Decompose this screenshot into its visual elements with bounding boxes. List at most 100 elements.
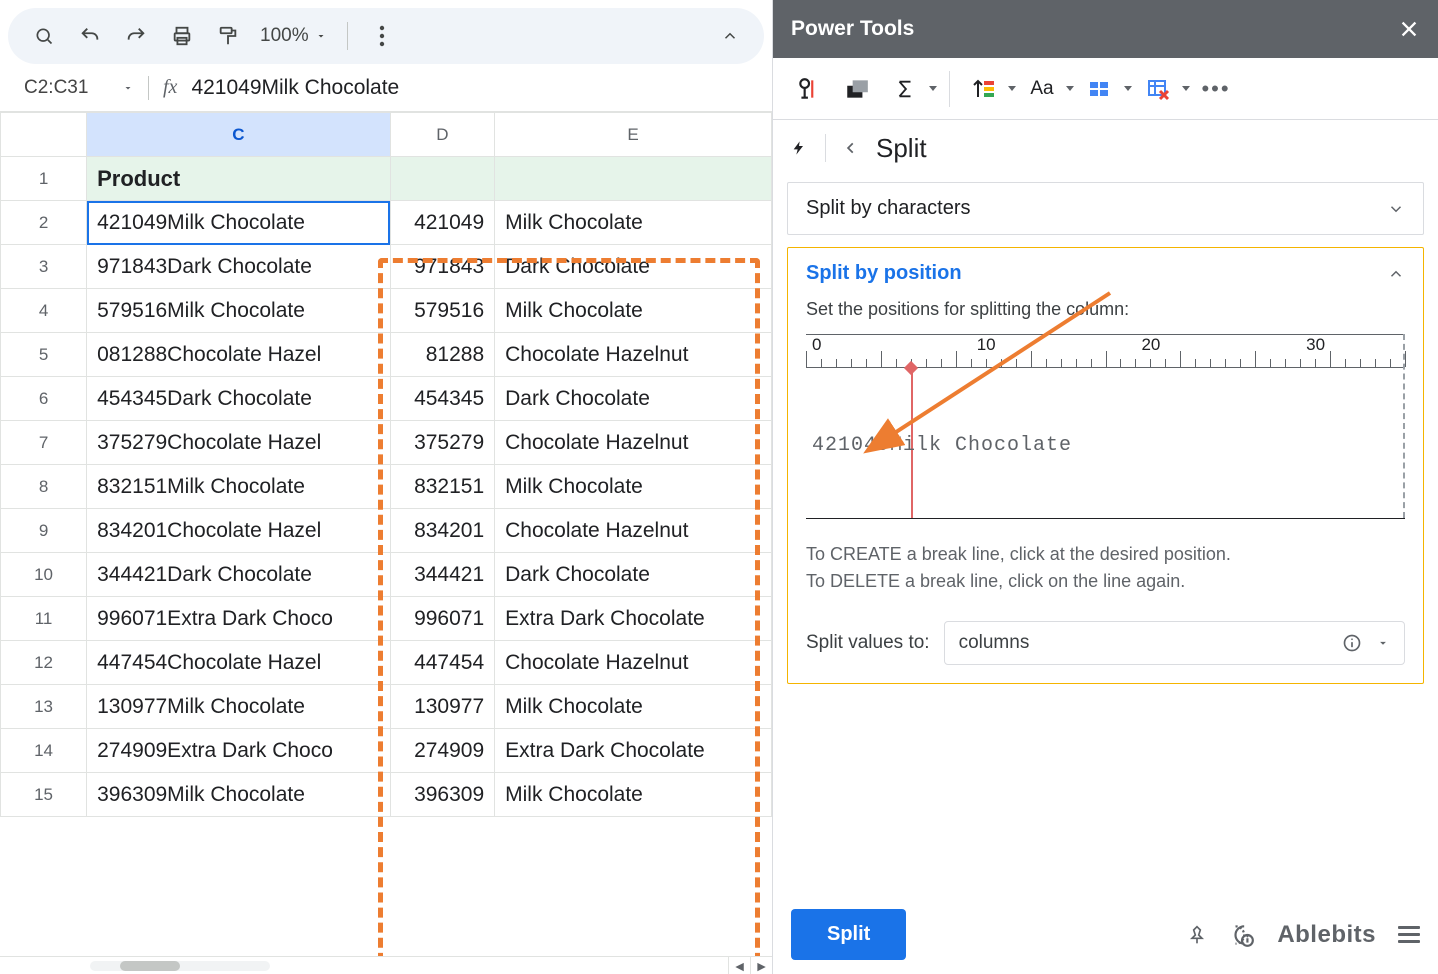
cell[interactable]: 971843 [390,245,495,289]
redo-icon[interactable] [116,16,156,56]
cell[interactable]: Milk Chocolate [495,289,772,333]
cell[interactable]: Product [87,157,390,201]
close-icon[interactable] [1398,18,1420,40]
cell[interactable]: Dark Chocolate [495,377,772,421]
cell[interactable]: Milk Chocolate [495,465,772,509]
back-icon[interactable] [844,137,858,159]
cell[interactable]: 274909Extra Dark Choco [87,729,390,773]
spreadsheet-grid[interactable]: C D E 1Product2421049Milk Chocolate42104… [0,112,772,974]
undo-icon[interactable] [70,16,110,56]
row-header[interactable]: 14 [1,729,87,773]
dropdown-caret-icon[interactable] [1066,86,1074,91]
search-icon[interactable] [24,16,64,56]
row-header[interactable]: 11 [1,597,87,641]
cell[interactable]: 996071Extra Dark Choco [87,597,390,641]
cell[interactable]: 421049Milk Chocolate [87,201,390,245]
info-help-icon[interactable] [1229,922,1255,948]
cell[interactable]: 454345 [390,377,495,421]
col-header-d[interactable]: D [390,113,495,157]
dropdown-caret-icon[interactable] [929,86,937,91]
more-tools-icon[interactable]: ••• [1194,67,1238,111]
more-icon[interactable] [362,16,402,56]
section-header[interactable]: Split by position [788,248,1423,299]
clear-cells-icon[interactable] [1136,67,1180,111]
row-header[interactable]: 3 [1,245,87,289]
cell[interactable]: Chocolate Hazelnut [495,421,772,465]
sigma-icon[interactable] [883,67,927,111]
row-header[interactable]: 13 [1,685,87,729]
cell[interactable]: 344421 [390,553,495,597]
name-box[interactable]: C2:C31 [12,72,142,104]
row-header[interactable]: 12 [1,641,87,685]
cell[interactable] [495,157,772,201]
text-case-icon[interactable]: Aa [1020,67,1064,111]
cell[interactable]: Milk Chocolate [495,201,772,245]
zoom-dropdown[interactable]: 100% [254,25,333,47]
cell[interactable]: Chocolate Hazelnut [495,641,772,685]
cell[interactable]: 834201Chocolate Hazel [87,509,390,553]
row-header[interactable]: 5 [1,333,87,377]
row-header[interactable]: 4 [1,289,87,333]
col-header-c[interactable]: C [87,113,390,157]
split-button[interactable]: Split [791,909,906,960]
bolt-icon[interactable] [791,136,807,160]
cell[interactable]: 996071 [390,597,495,641]
cell[interactable]: Chocolate Hazelnut [495,333,772,377]
split-cells-icon[interactable] [1078,67,1122,111]
cell[interactable]: 971843Dark Chocolate [87,245,390,289]
cell[interactable]: 130977Milk Chocolate [87,685,390,729]
row-header[interactable]: 10 [1,553,87,597]
cell[interactable]: 421049 [390,201,495,245]
scroll-right-icon[interactable]: ► [750,957,772,974]
cell[interactable]: Extra Dark Chocolate [495,597,772,641]
scroll-left-icon[interactable]: ◄ [728,957,750,974]
row-header[interactable]: 15 [1,773,87,817]
select-all-corner[interactable] [1,113,87,157]
cell[interactable] [390,157,495,201]
row-header[interactable]: 9 [1,509,87,553]
menu-icon[interactable] [1398,926,1420,943]
collapse-toolbar-icon[interactable] [712,18,748,54]
split-values-select[interactable]: columns [944,621,1405,665]
row-header[interactable]: 7 [1,421,87,465]
cell[interactable]: Dark Chocolate [495,553,772,597]
row-header[interactable]: 8 [1,465,87,509]
cell[interactable]: 396309 [390,773,495,817]
formula-value[interactable]: 421049Milk Chocolate [191,76,399,100]
dropdown-caret-icon[interactable] [1124,86,1132,91]
cell[interactable]: Chocolate Hazelnut [495,509,772,553]
cell[interactable]: 447454 [390,641,495,685]
row-header[interactable]: 6 [1,377,87,421]
cell[interactable]: 396309Milk Chocolate [87,773,390,817]
cell[interactable]: 579516Milk Chocolate [87,289,390,333]
row-header[interactable]: 2 [1,201,87,245]
cell[interactable]: 834201 [390,509,495,553]
print-icon[interactable] [162,16,202,56]
sort-color-icon[interactable] [962,67,1006,111]
cell[interactable]: 375279Chocolate Hazel [87,421,390,465]
cell[interactable]: 81288 [390,333,495,377]
cell[interactable]: 081288Chocolate Hazel [87,333,390,377]
cell[interactable]: 130977 [390,685,495,729]
cell[interactable]: Extra Dark Chocolate [495,729,772,773]
cell[interactable]: 274909 [390,729,495,773]
cell[interactable]: 375279 [390,421,495,465]
section-split-by-characters[interactable]: Split by characters [787,182,1424,235]
pin-icon[interactable] [1187,923,1207,947]
col-header-e[interactable]: E [495,113,772,157]
cell[interactable]: Milk Chocolate [495,685,772,729]
cell[interactable]: 447454Chocolate Hazel [87,641,390,685]
cell[interactable]: 832151Milk Chocolate [87,465,390,509]
position-ruler[interactable]: 0102030 421049Milk Chocolate [806,334,1405,519]
horizontal-scrollbar[interactable]: ◄ ► [0,956,772,974]
info-icon[interactable] [1342,633,1362,653]
dropdown-caret-icon[interactable] [1182,86,1190,91]
cell[interactable]: Dark Chocolate [495,245,772,289]
merge-sheets-icon[interactable] [835,67,879,111]
paint-format-icon[interactable] [208,16,248,56]
cell[interactable]: 832151 [390,465,495,509]
row-header[interactable]: 1 [1,157,87,201]
dedupe-icon[interactable] [787,67,831,111]
cell[interactable]: 344421Dark Chocolate [87,553,390,597]
cell[interactable]: Milk Chocolate [495,773,772,817]
